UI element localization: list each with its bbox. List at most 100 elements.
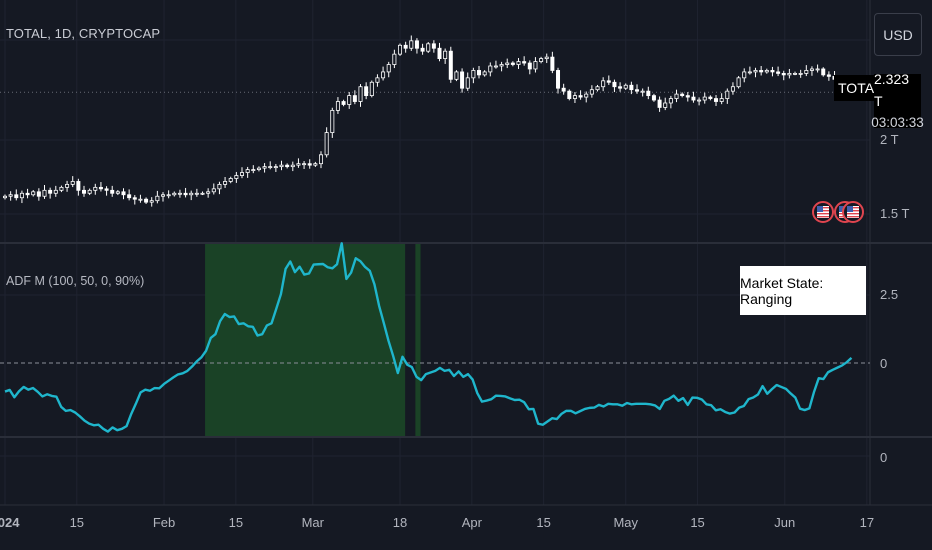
- candle-body: [510, 62, 515, 65]
- candle-body: [685, 95, 690, 98]
- pane-dividers: [0, 0, 932, 506]
- us-flag-icon: [812, 201, 834, 223]
- time-axis-label: Apr: [462, 515, 483, 530]
- candle-body: [595, 86, 600, 91]
- candle-body: [460, 71, 465, 89]
- candle-body: [493, 65, 498, 68]
- candle-body: [635, 89, 640, 92]
- candle-body: [352, 95, 357, 102]
- candle-body: [110, 189, 115, 194]
- candle-body: [31, 191, 36, 196]
- candle-body: [14, 194, 19, 199]
- adf-highlight-region: [205, 243, 406, 437]
- candle-body: [132, 197, 137, 200]
- price-axis-label: 2 T: [880, 132, 899, 147]
- candle-body: [488, 65, 493, 73]
- price-candles: [3, 35, 854, 207]
- time-axis-label: 15: [70, 515, 84, 530]
- candle-body: [815, 68, 820, 71]
- candle-body: [335, 101, 340, 111]
- flag-stripe: [847, 216, 859, 218]
- candle-body: [381, 71, 386, 79]
- candle-body: [747, 71, 752, 74]
- candle-body: [409, 40, 414, 49]
- indicator-axis-label: 2.5: [880, 287, 899, 302]
- candle-body: [680, 93, 685, 97]
- candle-body: [172, 192, 177, 196]
- candle-body: [166, 194, 171, 197]
- candle-body: [736, 77, 741, 88]
- candle-body: [268, 166, 273, 169]
- candle-body: [19, 192, 24, 199]
- candle-body: [499, 64, 504, 67]
- us-flag-icon: [842, 201, 864, 223]
- candle-body: [561, 87, 566, 92]
- candle-body: [65, 183, 70, 188]
- candle-body: [302, 163, 307, 166]
- candle-body: [431, 43, 436, 49]
- candle-body: [183, 192, 188, 196]
- adf-highlight-region: [415, 243, 421, 437]
- candle-body: [341, 101, 346, 105]
- candle-body: [550, 56, 555, 71]
- time-axis-label: 15: [229, 515, 243, 530]
- candle-body: [465, 77, 470, 89]
- candle-body: [668, 98, 673, 104]
- candle-body: [623, 84, 628, 89]
- candle-body: [505, 62, 510, 65]
- candle-body: [330, 110, 335, 134]
- candle-body: [70, 181, 75, 185]
- candle-body: [347, 95, 352, 105]
- time-axis-label: 17: [860, 515, 874, 530]
- candle-body: [121, 191, 126, 196]
- time-axis-label: Mar: [302, 515, 325, 530]
- price-axis-label: 1.5 T: [880, 206, 910, 221]
- flag-canton: [817, 206, 823, 212]
- time-axis: 2024 15 Feb 15 Mar 18 Apr 15 May 15 Jun 17: [0, 515, 874, 530]
- candle-body: [646, 90, 651, 97]
- candle-body: [98, 186, 103, 190]
- candle-body: [702, 96, 707, 101]
- candle-body: [115, 191, 120, 194]
- candle-body: [279, 164, 284, 168]
- candle-body: [584, 93, 589, 98]
- candle-body: [36, 191, 41, 197]
- candle-body: [149, 200, 154, 203]
- flag-canton: [839, 206, 845, 212]
- candle-body: [471, 70, 476, 79]
- flag-stripe: [847, 213, 859, 215]
- candle-body: [240, 172, 245, 176]
- candle-body: [640, 90, 645, 93]
- flag-stripe: [817, 213, 829, 215]
- time-axis-label: 15: [536, 515, 550, 530]
- candle-body: [781, 73, 786, 76]
- candle-body: [273, 166, 278, 169]
- candle-body: [821, 68, 826, 76]
- candle-body: [48, 189, 53, 194]
- candle-body: [533, 61, 538, 70]
- candle-body: [516, 61, 521, 65]
- candle-body: [403, 44, 408, 49]
- candle-body: [759, 70, 764, 73]
- candle-body: [8, 194, 13, 197]
- candle-body: [223, 181, 228, 185]
- candle-body: [725, 90, 730, 99]
- candle-body: [369, 81, 374, 96]
- candle-body: [651, 95, 656, 101]
- candle-body: [589, 89, 594, 95]
- candle-body: [319, 154, 324, 165]
- candle-body: [770, 70, 775, 73]
- candle-body: [804, 70, 809, 74]
- candle-body: [618, 86, 623, 89]
- candle-body: [324, 132, 329, 156]
- candle-body: [53, 189, 58, 194]
- candle-body: [144, 198, 149, 203]
- candle-body: [375, 77, 380, 83]
- indicator-axis-label: 0: [880, 356, 888, 371]
- currency-button[interactable]: USD: [874, 13, 922, 56]
- indicator-axis-label: 0: [880, 450, 888, 465]
- candle-body: [629, 84, 634, 91]
- candle-body: [556, 70, 561, 89]
- candle-body: [578, 95, 583, 98]
- candle-body: [138, 198, 143, 201]
